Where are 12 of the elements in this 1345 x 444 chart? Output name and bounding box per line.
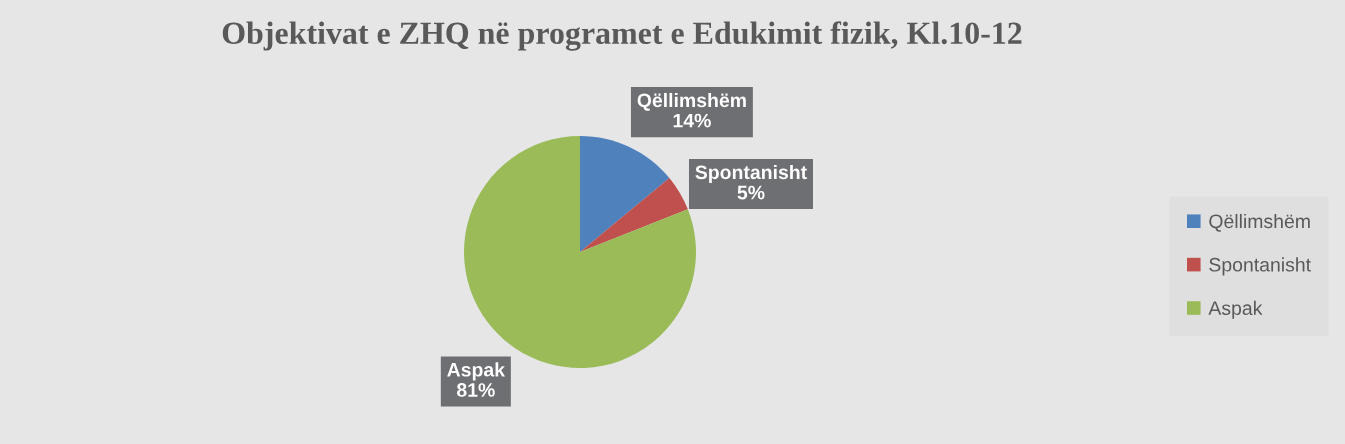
legend-label: Spontanisht xyxy=(1209,257,1311,276)
legend-label: Qëllimshëm xyxy=(1209,213,1310,232)
pie-slice xyxy=(580,136,670,252)
data-label: 5% xyxy=(737,185,765,200)
pie-slice xyxy=(580,178,688,252)
legend-label: Aspak xyxy=(1208,300,1263,319)
chart-title: Objektivat e ZHQ në programet e Edukimit fizik, Kl.10-12 xyxy=(222,21,1022,51)
data-label: 14% xyxy=(673,113,711,128)
slice-label: Aspak xyxy=(447,362,506,381)
slice-label: Qëllimshëm xyxy=(637,92,746,111)
data-label: 81% xyxy=(457,383,495,397)
slice-label: Spontanisht xyxy=(695,164,807,184)
